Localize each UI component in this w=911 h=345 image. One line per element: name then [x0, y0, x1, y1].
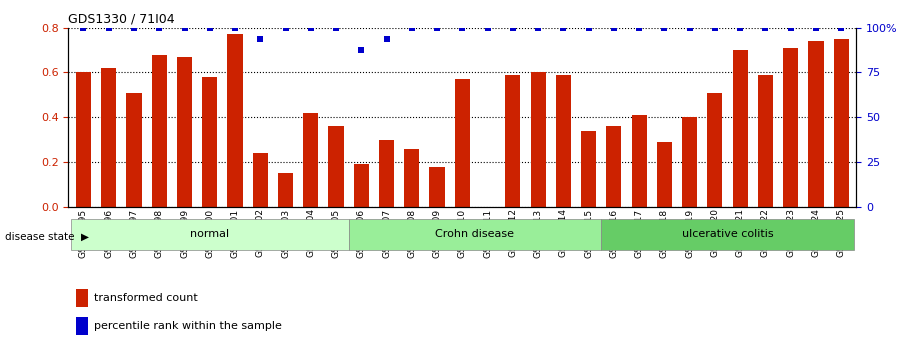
- Point: [455, 25, 469, 30]
- Point: [77, 25, 91, 30]
- Point: [581, 25, 596, 30]
- Point: [278, 25, 292, 30]
- Bar: [77, 317, 88, 335]
- Point: [101, 25, 116, 30]
- Point: [228, 25, 242, 30]
- Point: [632, 25, 647, 30]
- Point: [152, 25, 167, 30]
- Point: [303, 25, 318, 30]
- Text: normal: normal: [190, 229, 230, 239]
- Point: [404, 25, 419, 30]
- Text: GDS1330 / 71I04: GDS1330 / 71I04: [68, 12, 175, 25]
- Bar: [783, 48, 798, 207]
- Text: Crohn disease: Crohn disease: [435, 229, 515, 239]
- FancyBboxPatch shape: [601, 219, 854, 250]
- Bar: [682, 117, 697, 207]
- Point: [732, 25, 747, 30]
- Bar: [127, 92, 141, 207]
- Point: [354, 47, 369, 53]
- Bar: [834, 39, 849, 207]
- Point: [253, 36, 268, 41]
- Bar: [631, 115, 647, 207]
- Text: disease state  ▶: disease state ▶: [5, 231, 88, 241]
- Point: [178, 25, 192, 30]
- Text: percentile rank within the sample: percentile rank within the sample: [94, 321, 281, 331]
- Bar: [278, 173, 293, 207]
- Bar: [455, 79, 470, 207]
- Point: [834, 25, 848, 30]
- Bar: [506, 75, 520, 207]
- Bar: [151, 55, 167, 207]
- FancyBboxPatch shape: [349, 219, 601, 250]
- Bar: [732, 50, 748, 207]
- Bar: [202, 77, 218, 207]
- Point: [127, 25, 141, 30]
- Text: transformed count: transformed count: [94, 293, 198, 303]
- Point: [202, 25, 217, 30]
- Bar: [707, 92, 722, 207]
- Bar: [556, 75, 571, 207]
- Bar: [808, 41, 824, 207]
- Point: [531, 25, 546, 30]
- Text: ulcerative colitis: ulcerative colitis: [681, 229, 773, 239]
- Point: [430, 25, 445, 30]
- Bar: [177, 57, 192, 207]
- Bar: [77, 289, 88, 307]
- Bar: [404, 149, 419, 207]
- Bar: [607, 126, 621, 207]
- Bar: [429, 167, 445, 207]
- Bar: [353, 164, 369, 207]
- Bar: [581, 131, 596, 207]
- Point: [506, 25, 520, 30]
- FancyBboxPatch shape: [71, 219, 349, 250]
- Bar: [530, 72, 546, 207]
- Bar: [252, 153, 268, 207]
- Bar: [228, 34, 242, 207]
- Bar: [657, 142, 672, 207]
- Point: [480, 25, 495, 30]
- Point: [708, 25, 722, 30]
- Point: [607, 25, 621, 30]
- Bar: [758, 75, 773, 207]
- Point: [682, 25, 697, 30]
- Point: [657, 25, 671, 30]
- Point: [758, 25, 773, 30]
- Bar: [303, 113, 318, 207]
- Bar: [76, 72, 91, 207]
- Bar: [101, 68, 117, 207]
- Point: [329, 25, 343, 30]
- Bar: [329, 126, 343, 207]
- Point: [809, 25, 824, 30]
- Point: [783, 25, 798, 30]
- Point: [379, 36, 394, 41]
- Bar: [379, 140, 394, 207]
- Point: [556, 25, 570, 30]
